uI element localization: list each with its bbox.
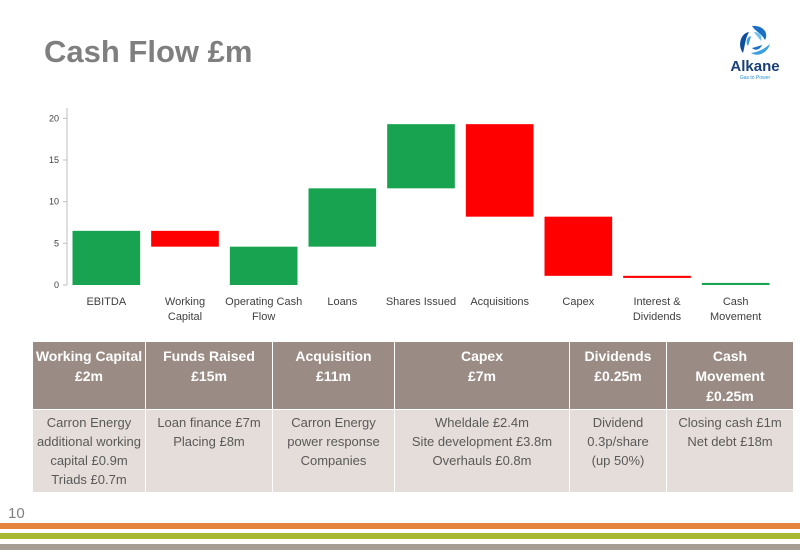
page-number: 10 — [8, 505, 25, 522]
logo-wordmark: Alkane — [730, 58, 780, 75]
waterfall-bars — [72, 124, 770, 285]
x-tick-label: Acquisitions — [470, 296, 529, 308]
x-tick-label: Working Capital — [165, 296, 205, 323]
waterfall-bar — [465, 124, 534, 217]
waterfall-bar — [308, 188, 377, 247]
x-tick-label: Operating Cash Flow — [225, 296, 302, 323]
x-tick-label: Shares Issued — [386, 296, 456, 308]
x-axis-labels: EBITDA Working Capital Operating Cash Flow Lo… — [86, 296, 761, 323]
table-cell: Wheldale £2.4m Site development £3.8m Over… — [394, 409, 570, 493]
y-axis: 0 5 10 15 20 — [49, 108, 68, 290]
table-header-cell: Capex £7m — [394, 341, 570, 410]
table-cell: Loan finance £7m Placing £8m — [145, 409, 273, 493]
footer-stripe-taupe — [0, 544, 800, 550]
logo-tagline: Gas to Power — [739, 75, 771, 81]
x-tick-label: Capex — [562, 296, 594, 308]
footer-stripe-green — [0, 533, 800, 539]
x-tick-label: Cash Movement — [710, 296, 761, 323]
x-tick-label: Interest & Dividends — [633, 296, 682, 323]
table-header-cell: Funds Raised £15m — [145, 341, 273, 410]
waterfall-bar — [623, 275, 691, 278]
table-cell: Closing cash £1m Net debt £18m — [666, 409, 794, 493]
x-tick-label: Loans — [327, 296, 357, 308]
swirl-icon — [740, 25, 770, 55]
y-tick-label: 0 — [54, 280, 59, 290]
x-tick-label: EBITDA — [86, 296, 126, 308]
y-tick-label: 20 — [49, 113, 59, 123]
waterfall-bar — [387, 124, 455, 189]
summary-detail-row: Carron Energy additional working capital £… — [32, 409, 794, 493]
waterfall-bar — [544, 216, 613, 276]
table-cell: Dividend 0.3p/share (up 50%) — [569, 409, 667, 493]
footer-stripe-orange — [0, 523, 800, 529]
waterfall-bar — [151, 230, 219, 247]
table-cell: Carron Energy additional working capital £… — [32, 409, 146, 493]
slide-title: Cash Flow £m — [44, 34, 253, 69]
cash-flow-waterfall-chart: 0 5 10 15 20 EBITDA Working Capital Operating C… — [49, 108, 770, 323]
cash-flow-summary-table: Working Capital £2m Funds Raised £15m Acquis… — [32, 341, 794, 493]
table-cell: Carron Energy power response Companies — [272, 409, 395, 493]
table-header-cell: Dividends £0.25m — [569, 341, 667, 410]
y-tick-label: 10 — [49, 197, 59, 207]
y-tick-label: 15 — [49, 155, 59, 165]
table-header-cell: Acquisition £11m — [272, 341, 395, 410]
waterfall-bar — [701, 282, 770, 285]
waterfall-bar — [229, 246, 298, 285]
waterfall-bar — [72, 230, 141, 285]
y-tick-label: 5 — [54, 238, 59, 248]
table-header-cell: Cash Movement £0.25m — [666, 341, 794, 410]
alkane-logo: Alkane Gas to Power — [718, 24, 792, 84]
table-header-cell: Working Capital £2m — [32, 341, 146, 410]
summary-header-row: Working Capital £2m Funds Raised £15m Acquis… — [32, 341, 794, 410]
